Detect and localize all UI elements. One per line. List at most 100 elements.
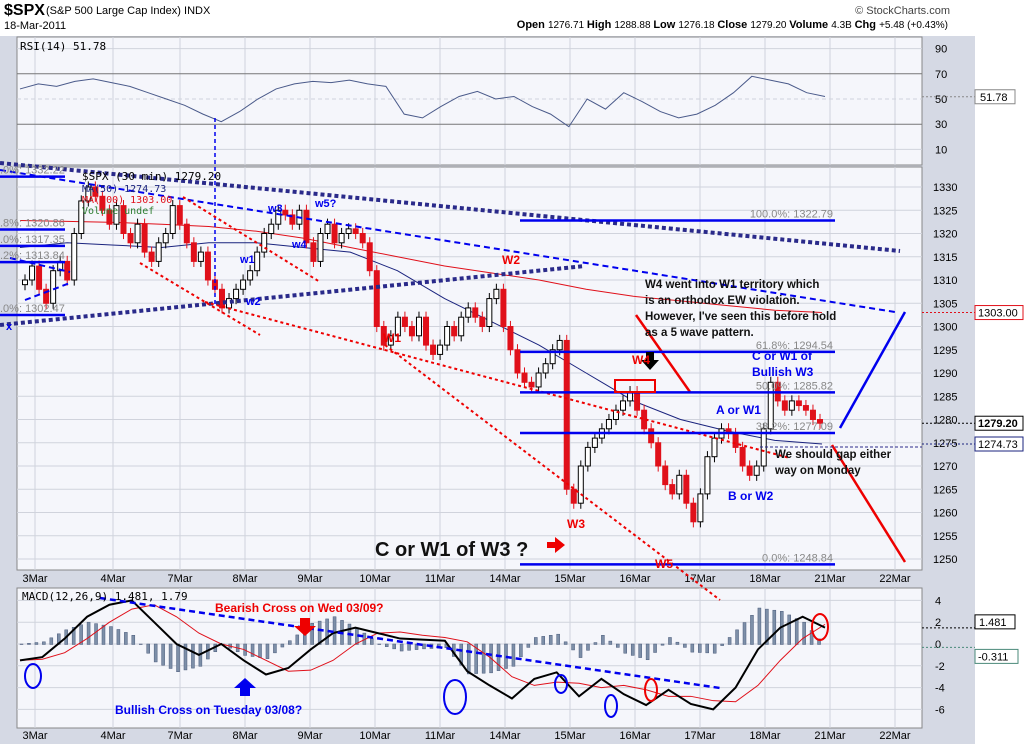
- macd-histogram-bar: [161, 643, 165, 666]
- candle: [683, 474, 690, 504]
- candle: [788, 400, 795, 411]
- rsi-tick: 70: [935, 69, 947, 81]
- fib-label: 50.0%: 1285.82: [756, 380, 833, 392]
- macd-histogram-bar: [698, 643, 702, 653]
- candle: [528, 381, 535, 388]
- macd-tag: [974, 614, 1016, 630]
- candle: [394, 316, 401, 337]
- candle: [472, 307, 479, 318]
- macd-tag-label: 1.481: [979, 617, 1007, 629]
- arrow-down-icon: [294, 618, 316, 636]
- candle: [317, 233, 324, 262]
- macd-histogram-bar: [519, 643, 523, 658]
- date-tick: 11Mar: [425, 730, 456, 742]
- candle: [345, 228, 352, 235]
- cross-circle: [24, 663, 42, 689]
- macd-histogram-bar: [690, 643, 695, 653]
- fib-label: 100.0%: 1322.79: [750, 209, 833, 221]
- cross-circle: [604, 694, 618, 718]
- rsi-tick: 90: [935, 44, 947, 56]
- rsi-tag-label: 51.78: [980, 92, 1008, 104]
- candle: [162, 233, 169, 244]
- macd-histogram-bar: [94, 623, 98, 645]
- macd-histogram-bar: [735, 629, 739, 645]
- candle: [401, 316, 408, 328]
- candle: [704, 456, 711, 495]
- macd-histogram-bar: [250, 643, 255, 657]
- note: is an orthodox EW violation.: [645, 295, 800, 307]
- red-dashed: [182, 196, 321, 283]
- note: However, I've seen this before hold: [645, 311, 836, 323]
- macd-histogram-bar: [563, 641, 568, 645]
- price-tick: 1325: [933, 205, 957, 217]
- note: way on Monday: [774, 465, 861, 477]
- candle: [387, 335, 394, 346]
- macd-histogram-bar: [772, 609, 777, 645]
- hist-tag: [974, 648, 1019, 664]
- macd-histogram-bar: [288, 640, 292, 645]
- date-tick: 7Mar: [167, 730, 192, 742]
- macd-tick: -2: [935, 661, 945, 673]
- macd-histogram-bar: [310, 623, 314, 645]
- candle: [99, 195, 106, 211]
- wave-label: W3: [567, 517, 585, 531]
- wave-label: x: [6, 321, 13, 333]
- macd-histogram-bar: [630, 643, 635, 656]
- wave-label: W2: [502, 253, 520, 267]
- macd-histogram-bar: [191, 643, 195, 669]
- macd-histogram-bar: [660, 643, 665, 646]
- candle: [535, 372, 542, 388]
- macd-histogram-bar: [720, 643, 724, 646]
- candle: [690, 502, 697, 523]
- date-tick: 3Mar: [22, 573, 47, 585]
- macd-histogram-bar: [295, 634, 300, 645]
- macd-histogram-bar: [422, 643, 426, 650]
- note: as a 5 wave pattern.: [645, 327, 754, 339]
- candle: [493, 288, 500, 300]
- wave-label: w1: [239, 254, 255, 266]
- macd-histogram-bar: [623, 643, 627, 654]
- highlight-box: [614, 379, 656, 393]
- price-tick: 1305: [933, 298, 957, 310]
- price-tag: [974, 415, 1024, 431]
- candle: [669, 484, 676, 495]
- bullish-cross-label: Bullish Cross on Tuesday 03/08?: [115, 703, 302, 717]
- candle: [169, 205, 176, 235]
- candle: [591, 437, 598, 448]
- macd-histogram-bar: [116, 629, 121, 645]
- candle: [620, 400, 627, 411]
- date-tick: 15Mar: [554, 730, 586, 742]
- macd-histogram-bar: [742, 622, 747, 645]
- candle: [795, 400, 802, 407]
- macd-histogram-bar: [794, 618, 799, 645]
- macd-histogram-bar: [176, 643, 180, 672]
- macd-histogram-bar: [616, 643, 620, 648]
- macd-histogram-bar: [727, 637, 732, 645]
- macd-histogram-bar: [541, 636, 546, 645]
- macd-histogram-bar: [79, 624, 83, 645]
- arrow-right-icon: [547, 537, 565, 553]
- price-tag-label: 1279.20: [978, 418, 1018, 430]
- rsi-tick: 50: [935, 94, 947, 106]
- macd-histogram-bar: [683, 643, 687, 648]
- macd-histogram-bar: [407, 643, 411, 651]
- candle: [261, 233, 268, 253]
- price-tick: 1285: [933, 391, 957, 403]
- macd-histogram-bar: [370, 638, 374, 645]
- macd-histogram-bar: [183, 643, 188, 671]
- macd-histogram-bar: [392, 643, 396, 650]
- macd-histogram-bar: [19, 643, 24, 645]
- macd-tick: -6: [935, 704, 945, 716]
- date-tick: 21Mar: [814, 573, 846, 585]
- candle: [802, 405, 809, 411]
- candle: [437, 344, 444, 355]
- arrow-down-icon: [641, 352, 659, 370]
- macd-histogram-bar: [34, 642, 39, 645]
- date-tick: 16Mar: [619, 730, 651, 742]
- candle: [373, 270, 380, 328]
- price-tick: 1320: [933, 229, 957, 241]
- price-tag: [974, 305, 1024, 321]
- candle: [711, 437, 718, 458]
- price-tag-label: 1274.73: [978, 439, 1018, 451]
- macd-histogram-bar: [139, 643, 143, 645]
